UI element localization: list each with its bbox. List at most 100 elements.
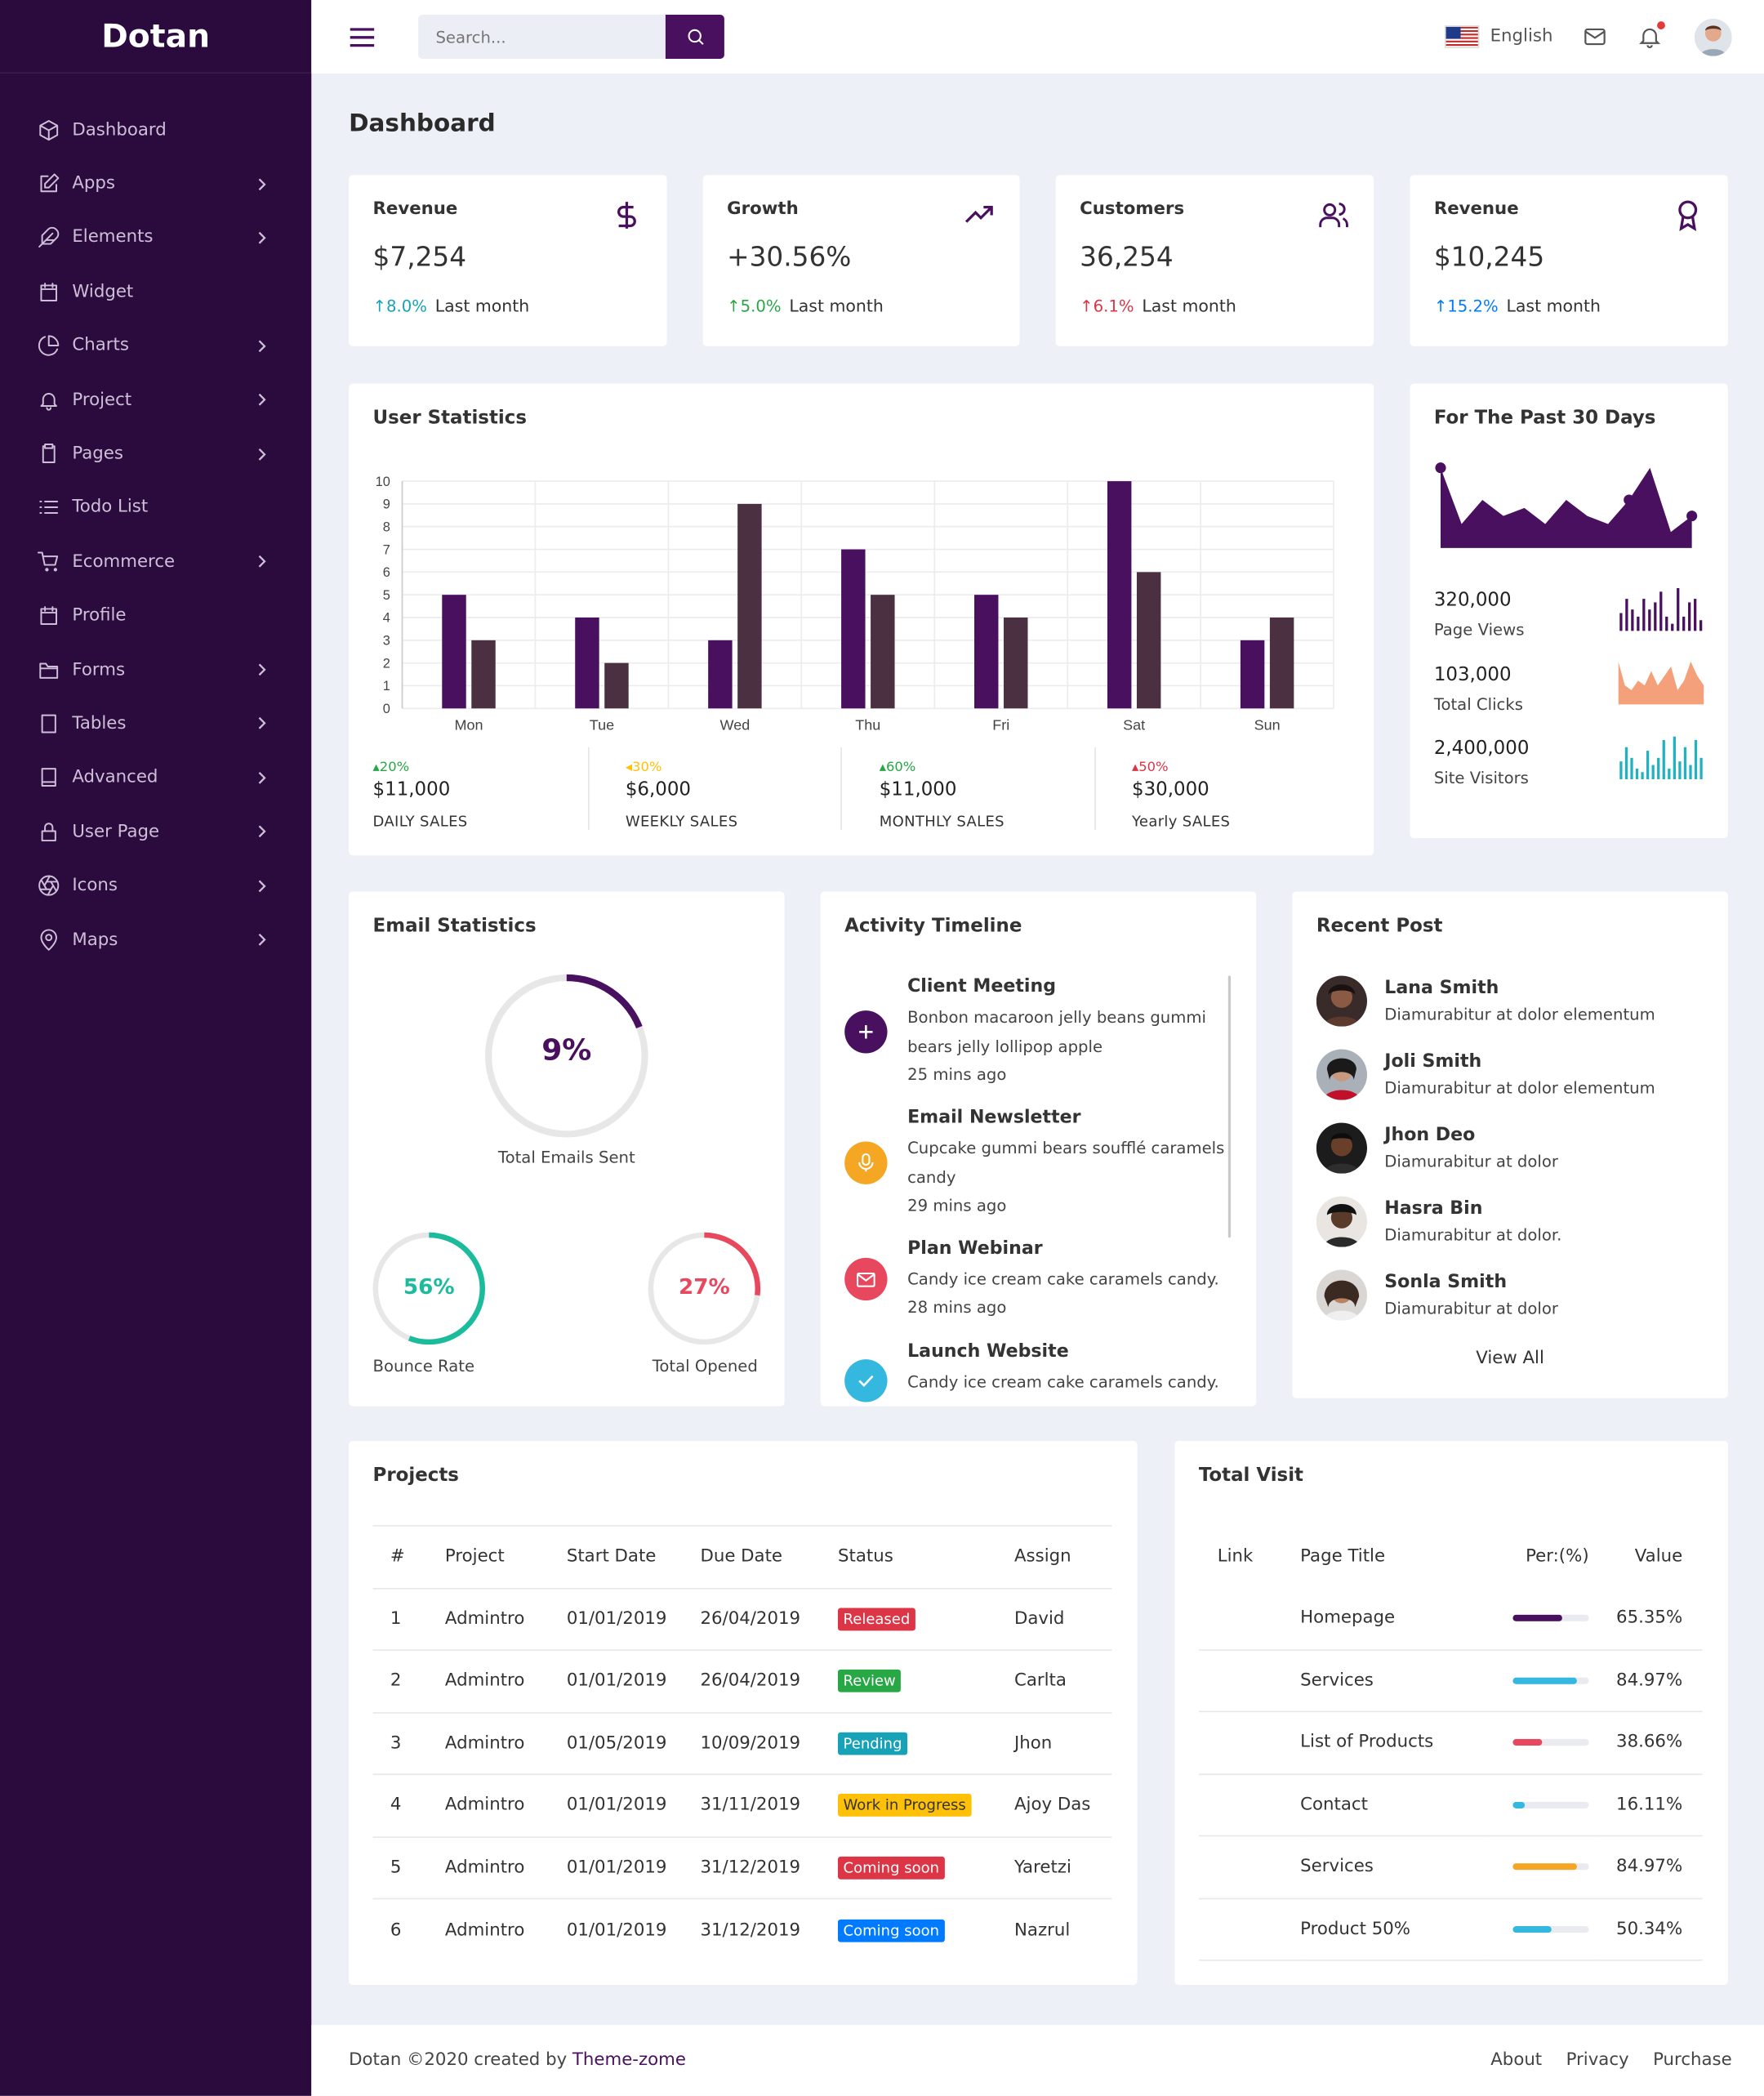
timeline-scrollbar[interactable] (1227, 975, 1232, 1238)
sidebar-item-advanced[interactable]: Advanced (0, 751, 311, 805)
footer-link-purchase[interactable]: Purchase (1653, 2050, 1732, 2071)
sidebar-item-label: Profile (72, 605, 127, 627)
sidebar-item-maps[interactable]: Maps (0, 912, 311, 966)
link-cell[interactable] (1198, 1835, 1301, 1899)
sidebar-item-apps[interactable]: Apps (0, 157, 311, 211)
table-row[interactable]: Product 50% 50.34% (1198, 1898, 1703, 1961)
table-row[interactable]: Homepage 65.35% (1198, 1587, 1703, 1651)
value-cell: 84.97% (1594, 1835, 1703, 1899)
search-input[interactable] (418, 14, 666, 59)
sidebar-item-forms[interactable]: Forms (0, 643, 311, 697)
sparkline-bar (1689, 765, 1692, 779)
sidebar-item-ecommerce[interactable]: Ecommerce (0, 535, 311, 589)
stat-footer: ↑8.0% Last month (373, 296, 530, 316)
sidebar-item-elements[interactable]: Elements (0, 211, 311, 265)
emails-sent-percent: 9% (541, 1034, 592, 1068)
bar (974, 595, 999, 709)
table-row[interactable]: List of Products 38.66% (1198, 1711, 1703, 1775)
ring-progress (484, 974, 648, 1138)
link-cell[interactable] (1198, 1711, 1301, 1775)
table-row[interactable]: 6 Admintro 01/01/2019 31/12/2019 Coming soon… (372, 1898, 1112, 1961)
bar (1136, 572, 1161, 709)
feather-icon (38, 227, 60, 248)
ring-progress (372, 1232, 485, 1345)
project-name: Admintro (444, 1587, 567, 1651)
post-item[interactable]: Jhon Deo Diamurabitur at dolor (1316, 1122, 1704, 1176)
brand-logo[interactable]: Dotan (0, 0, 312, 74)
project-name: Admintro (444, 1711, 567, 1775)
map-pin-icon (40, 928, 57, 951)
x-tick-label: Sat (1123, 716, 1145, 733)
sidebar-item-tables[interactable]: Tables (0, 697, 311, 751)
sidebar-item-todo-list[interactable]: Todo List (0, 481, 311, 535)
search-button[interactable] (665, 14, 724, 59)
view-all-link[interactable]: View All (1476, 1349, 1544, 1369)
sparkline-bar (1683, 747, 1687, 779)
table-row[interactable]: 4 Admintro 01/01/2019 31/11/2019 Work in Pro… (372, 1773, 1112, 1837)
total-visit-table: Link Page Title Per:(%) Value Homepage 65… (1198, 1525, 1703, 1961)
sidebar-item-charts[interactable]: Charts (0, 319, 311, 372)
project-name: Admintro (444, 1898, 567, 1961)
sparkline-bar (1682, 616, 1686, 631)
post-item[interactable]: Sonla Smith Diamurabitur at dolor (1316, 1269, 1704, 1323)
sidebar-item-user-page[interactable]: User Page (0, 805, 311, 858)
post-avatar (1316, 1049, 1367, 1100)
timeline-title: Client Meeting (907, 975, 1057, 997)
footer-author-link[interactable]: Theme-zome (572, 2050, 686, 2071)
sidebar-item-project[interactable]: Project (0, 372, 311, 426)
topbar: English (311, 0, 1764, 74)
table-row[interactable]: Services 84.97% (1198, 1649, 1703, 1713)
notifications-button[interactable] (1637, 21, 1665, 49)
column-header: Project (444, 1525, 567, 1588)
sidebar-item-pages[interactable]: Pages (0, 427, 311, 481)
menu-toggle-icon[interactable] (349, 24, 376, 51)
sidebar-item-dashboard[interactable]: Dashboard (0, 103, 311, 157)
table-row[interactable]: Services 84.97% (1198, 1835, 1703, 1899)
messages-button[interactable] (1582, 24, 1607, 49)
table-row[interactable]: Contact 16.11% (1198, 1773, 1703, 1837)
column-header: # (372, 1525, 445, 1588)
calendar-icon (40, 282, 57, 301)
stat-period: Last month (434, 295, 530, 316)
sidebar-item-icons[interactable]: Icons (0, 858, 311, 912)
sales-label: DAILY SALES (372, 812, 468, 831)
table-row[interactable]: 3 Admintro 01/05/2019 10/09/2019 Pending Jhon (372, 1711, 1112, 1775)
table-row[interactable]: 2 Admintro 01/01/2019 26/04/2019 Review Carlt… (372, 1649, 1112, 1713)
cart-icon (37, 551, 59, 572)
sidebar-item-profile[interactable]: Profile (0, 589, 311, 643)
sparkline-bar (1631, 609, 1634, 631)
link-cell[interactable] (1198, 1649, 1301, 1713)
link-cell[interactable] (1198, 1898, 1301, 1961)
clipboard-icon (42, 444, 56, 464)
project-name: Admintro (444, 1835, 567, 1899)
table-row[interactable]: 5 Admintro 01/01/2019 31/12/2019 Coming soon… (372, 1835, 1112, 1899)
sparkline-bar (1699, 757, 1703, 779)
total-opened-label: Total Opened (652, 1356, 758, 1376)
column-header: Status (837, 1525, 1014, 1588)
chevron-right-icon (258, 717, 266, 730)
start-date: 01/01/2019 (566, 1649, 701, 1713)
footer-link-about[interactable]: About (1490, 2050, 1543, 2071)
footer-link-privacy[interactable]: Privacy (1566, 2050, 1629, 2071)
sidebar-item-widget[interactable]: Widget (0, 265, 311, 319)
post-avatar (1316, 1122, 1367, 1174)
page-title-cell: Contact (1300, 1773, 1488, 1837)
user-avatar[interactable] (1694, 18, 1732, 56)
projects-card: Projects # Project Start Date Due Date S… (349, 1440, 1138, 1985)
table-row[interactable]: 1 Admintro 01/01/2019 26/04/2019 Released Dav… (372, 1587, 1112, 1651)
post-author: Jhon Deo (1384, 1124, 1476, 1146)
check-icon (844, 1359, 888, 1403)
sparkline-bar (1641, 772, 1644, 779)
post-item[interactable]: Joli Smith Diamurabitur at dolor element… (1316, 1049, 1704, 1103)
post-item[interactable]: Hasra Bin Diamurabitur at dolor. (1316, 1196, 1704, 1250)
page-title-cell: Services (1300, 1649, 1488, 1713)
sparkline-bar (1619, 613, 1623, 631)
sparkline-bar (1699, 620, 1703, 631)
post-item[interactable]: Lana Smith Diamurabitur at dolor element… (1316, 975, 1704, 1029)
total-visit-card: Total Visit Link Page Title Per:(%) Valu… (1174, 1440, 1728, 1985)
link-cell[interactable] (1198, 1587, 1301, 1651)
language-selector[interactable]: English (1444, 25, 1552, 48)
sidebar-item-label: Maps (72, 930, 118, 950)
due-date: 26/04/2019 (700, 1587, 838, 1651)
link-cell[interactable] (1198, 1773, 1301, 1837)
